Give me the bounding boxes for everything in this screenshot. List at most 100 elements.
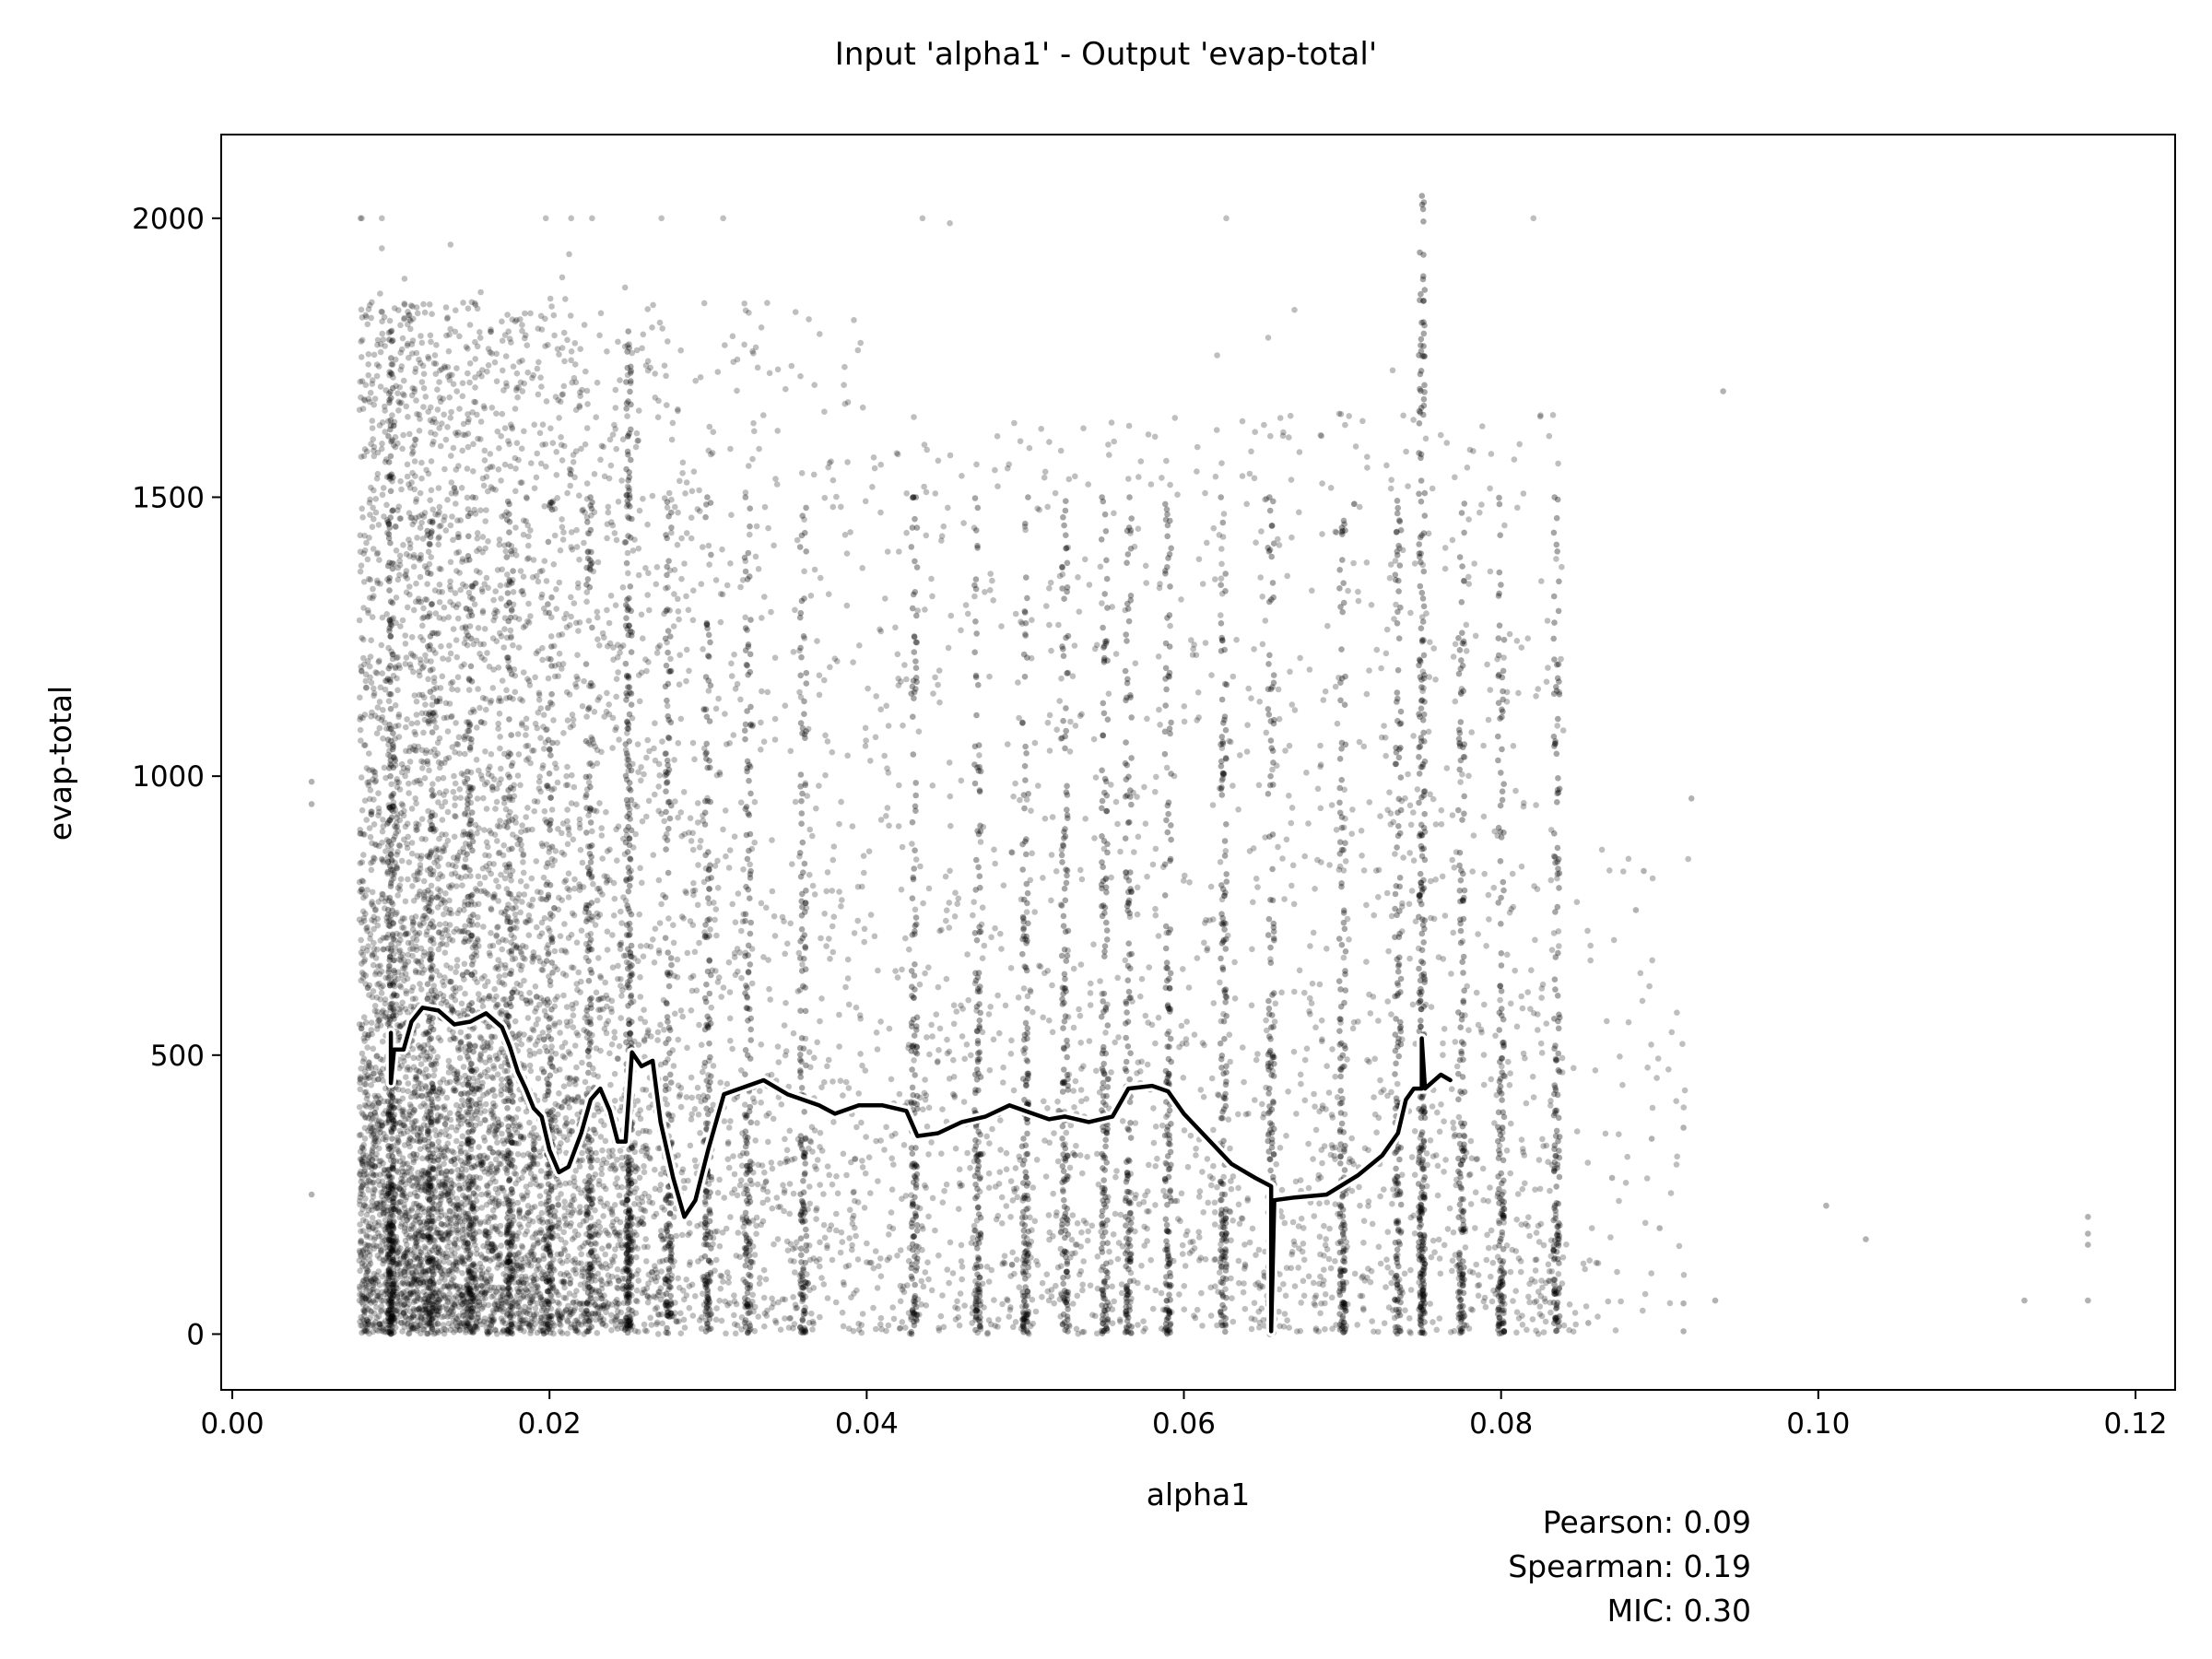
- scatter-point: [760, 1294, 768, 1301]
- scatter-point: [1407, 1287, 1415, 1293]
- scatter-point: [1533, 1230, 1540, 1236]
- scatter-point: [1388, 912, 1395, 920]
- scatter-point: [1450, 1119, 1456, 1126]
- scatter-point: [960, 520, 967, 526]
- scatter-point: [771, 933, 779, 939]
- scatter-point: [1363, 959, 1370, 965]
- scatter-point: [634, 803, 641, 810]
- scatter-point: [537, 1297, 545, 1303]
- scatter-point: [1423, 610, 1430, 617]
- scatter-point: [830, 1119, 837, 1125]
- scatter-point: [792, 606, 798, 614]
- scatter-point: [902, 935, 909, 942]
- scatter-point: [685, 1177, 691, 1184]
- scatter-point: [564, 885, 571, 892]
- scatter-point: [366, 663, 373, 670]
- scatter-point: [1381, 723, 1387, 729]
- scatter-point: [529, 374, 535, 382]
- scatter-point: [1278, 1214, 1286, 1220]
- scatter-point: [838, 503, 844, 511]
- scatter-point: [640, 495, 646, 502]
- scatter-point: [1332, 1201, 1339, 1207]
- scatter-point: [672, 503, 678, 511]
- scatter-point: [418, 835, 426, 842]
- scatter-point: [877, 817, 885, 823]
- scatter-point: [574, 986, 581, 994]
- scatter-point: [430, 940, 437, 947]
- scatter-point: [1031, 909, 1038, 915]
- scatter-point: [1414, 786, 1421, 793]
- scatter-point: [951, 913, 959, 920]
- scatter-point: [474, 547, 480, 555]
- scatter-point: [477, 880, 484, 888]
- scatter-point: [496, 536, 503, 543]
- scatter-point: [791, 1258, 797, 1265]
- scatter-point: [570, 1024, 577, 1030]
- scatter-point: [792, 798, 799, 806]
- scatter-point: [892, 624, 899, 631]
- scatter-point: [679, 470, 686, 477]
- scatter-point: [579, 386, 585, 394]
- scatter-point: [1547, 1098, 1554, 1104]
- scatter-point: [680, 1178, 688, 1184]
- scatter-point: [428, 404, 434, 411]
- scatter-point: [359, 806, 366, 814]
- scatter-point: [939, 1199, 947, 1206]
- scatter-point: [535, 709, 542, 716]
- scatter-point: [1309, 980, 1316, 987]
- scatter-point: [1112, 1210, 1119, 1218]
- scatter-point: [475, 873, 482, 880]
- scatter-point: [557, 1030, 563, 1036]
- scatter-point: [529, 896, 536, 903]
- scatter-point: [752, 553, 759, 560]
- scatter-point: [387, 1326, 394, 1333]
- scatter-point: [843, 550, 851, 557]
- scatter-point: [1046, 712, 1053, 719]
- scatter-point: [772, 476, 779, 482]
- scatter-point: [428, 458, 435, 465]
- scatter-point: [806, 1183, 813, 1190]
- scatter-point: [1068, 1236, 1076, 1243]
- scatter-point: [495, 725, 501, 732]
- scatter-point: [1194, 468, 1200, 475]
- scatter-point: [461, 1010, 468, 1018]
- scatter-point: [448, 453, 454, 459]
- scatter-point: [1430, 1237, 1437, 1244]
- scatter-point: [579, 507, 585, 514]
- scatter-point: [821, 1234, 829, 1241]
- scatter-point: [441, 465, 448, 473]
- scatter-point: [924, 1034, 930, 1041]
- scatter-point: [1066, 748, 1074, 755]
- scatter-point: [473, 952, 480, 959]
- scatter-point: [444, 728, 452, 735]
- scatter-point: [1559, 563, 1565, 571]
- scatter-point: [413, 499, 419, 505]
- scatter-point: [1350, 559, 1357, 567]
- scatter-point: [568, 594, 574, 601]
- scatter-point: [598, 1171, 606, 1178]
- scatter-point: [511, 1218, 517, 1224]
- scatter-point: [357, 694, 363, 701]
- scatter-point: [375, 659, 382, 665]
- scatter-point: [626, 959, 632, 967]
- scatter-point: [647, 364, 653, 371]
- scatter-point: [458, 485, 465, 491]
- scatter-point: [533, 474, 540, 481]
- scatter-point: [677, 1330, 685, 1336]
- scatter-point: [1161, 1327, 1168, 1334]
- scatter-point: [555, 1195, 561, 1202]
- scatter-point: [613, 536, 620, 544]
- scatter-point: [688, 535, 695, 542]
- scatter-point: [490, 596, 497, 604]
- scatter-point: [1407, 1266, 1414, 1274]
- scatter-point: [642, 565, 649, 571]
- scatter-point: [539, 656, 546, 664]
- scatter-point: [537, 1314, 545, 1322]
- scatter-point: [444, 424, 451, 430]
- scatter-point: [667, 655, 674, 663]
- scatter-point: [1010, 1324, 1017, 1331]
- scatter-point: [998, 1194, 1006, 1201]
- scatter-point: [1194, 1306, 1201, 1313]
- scatter-point: [368, 679, 375, 686]
- scatter-point: [1235, 1184, 1241, 1192]
